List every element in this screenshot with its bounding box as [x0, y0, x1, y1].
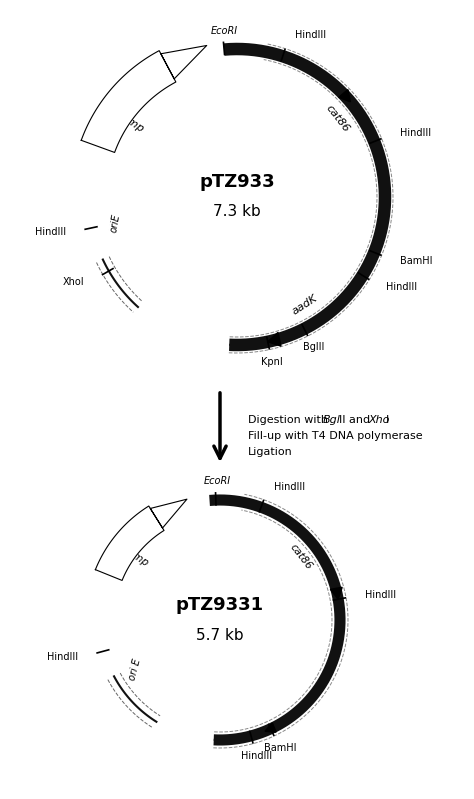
Polygon shape: [330, 587, 342, 599]
Text: II and: II and: [339, 415, 374, 425]
Text: HindIII: HindIII: [35, 228, 66, 237]
Text: oriE: oriE: [109, 213, 122, 233]
Text: Xho: Xho: [368, 415, 389, 425]
Text: HindIII: HindIII: [365, 590, 396, 600]
Text: aadK: aadK: [290, 293, 319, 316]
Text: BamHI: BamHI: [264, 743, 296, 753]
Text: HindIII: HindIII: [273, 482, 305, 491]
Text: amp: amp: [119, 113, 146, 135]
Text: HindIII: HindIII: [294, 30, 326, 40]
Text: HindIII: HindIII: [400, 129, 431, 138]
Text: pTZ9331: pTZ9331: [176, 596, 264, 614]
Text: Fill-up with T4 DNA polymerase: Fill-up with T4 DNA polymerase: [248, 431, 423, 441]
Text: BglII: BglII: [303, 343, 325, 352]
Text: amp: amp: [125, 547, 150, 568]
Text: Digestion with: Digestion with: [248, 415, 331, 425]
Text: cat86: cat86: [324, 103, 351, 134]
Text: I: I: [386, 415, 389, 425]
Text: cat86: cat86: [288, 542, 314, 571]
Text: HindIII: HindIII: [386, 282, 417, 292]
Text: 7.3 kb: 7.3 kb: [213, 205, 261, 220]
Polygon shape: [81, 46, 207, 153]
Text: HindIII: HindIII: [241, 751, 273, 761]
Polygon shape: [339, 89, 350, 101]
Text: XhoI: XhoI: [63, 277, 85, 287]
Text: Ligation: Ligation: [248, 447, 293, 457]
Text: 5.7 kb: 5.7 kb: [196, 627, 244, 642]
Text: EcoRI: EcoRI: [203, 476, 231, 486]
Polygon shape: [95, 499, 187, 580]
Polygon shape: [268, 332, 281, 346]
Text: HindIII: HindIII: [47, 652, 78, 662]
Polygon shape: [265, 723, 276, 732]
Text: BamHI: BamHI: [400, 256, 432, 266]
Text: pTZ933: pTZ933: [199, 173, 275, 191]
Text: Bgl: Bgl: [323, 415, 341, 425]
Text: EcoRI: EcoRI: [210, 26, 238, 36]
Text: KpnI: KpnI: [262, 357, 283, 368]
Text: ori E: ori E: [127, 658, 143, 681]
